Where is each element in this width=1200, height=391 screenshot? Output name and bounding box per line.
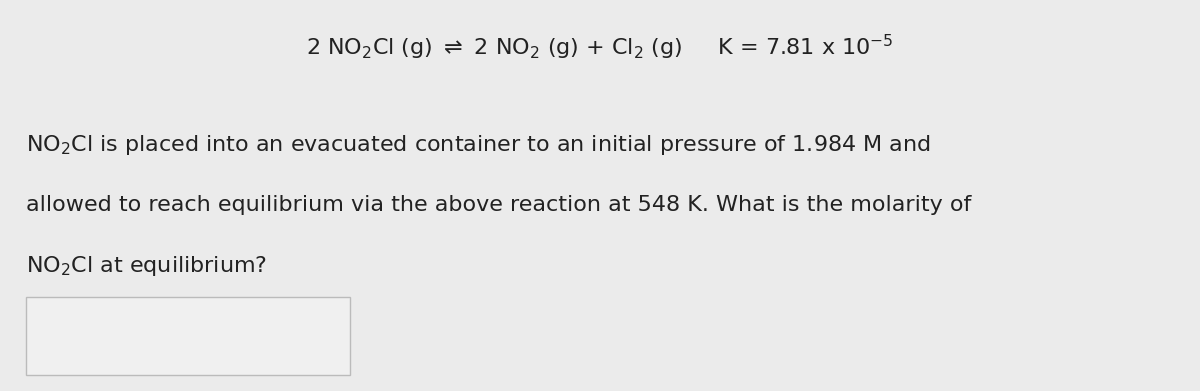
Text: NO$_2$Cl is placed into an evacuated container to an initial pressure of 1.984 M: NO$_2$Cl is placed into an evacuated con… (26, 133, 931, 157)
Text: allowed to reach equilibrium via the above reaction at 548 K. What is the molari: allowed to reach equilibrium via the abo… (26, 195, 972, 215)
Text: 2 NO$_2$Cl (g) $\rightleftharpoons$ 2 NO$_2$ (g) + Cl$_2$ (g)     K = 7.81 x 10$: 2 NO$_2$Cl (g) $\rightleftharpoons$ 2 NO… (306, 32, 894, 61)
FancyBboxPatch shape (26, 297, 350, 375)
Text: NO$_2$Cl at equilibrium?: NO$_2$Cl at equilibrium? (26, 254, 268, 278)
